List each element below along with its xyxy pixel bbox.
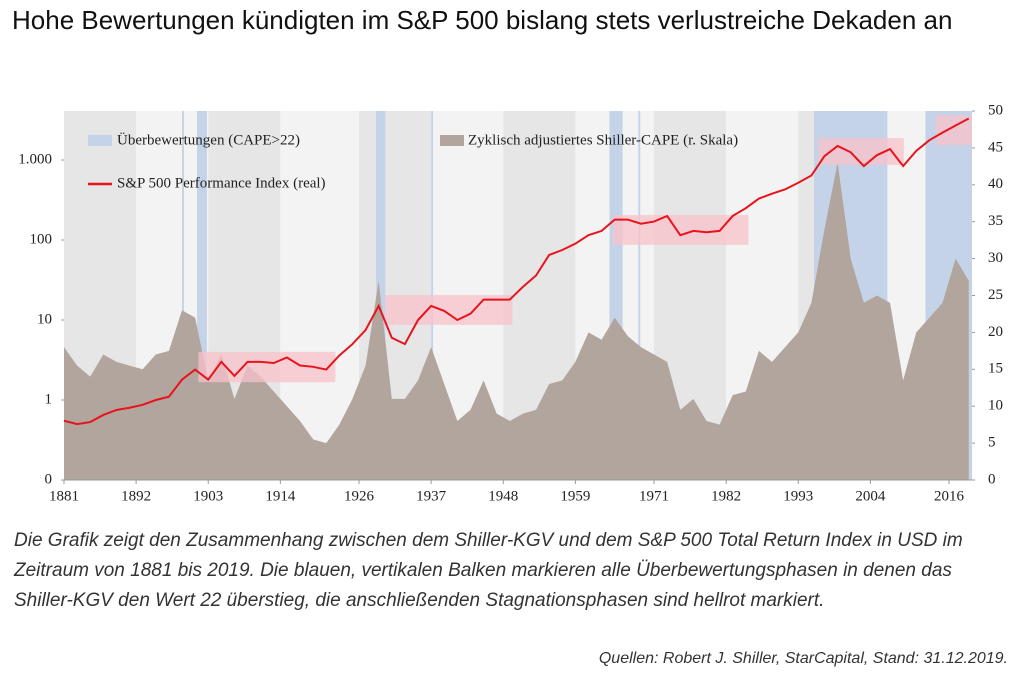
- x-tick-label: 1982: [711, 488, 741, 504]
- stagnation-box: [818, 138, 904, 165]
- y-tick-label: 10: [37, 311, 52, 327]
- y2-tick-label: 35: [988, 213, 1003, 229]
- y2-tick-label: 20: [988, 324, 1003, 340]
- overvaluation-band: [376, 111, 386, 480]
- y2-tick-label: 50: [988, 102, 1003, 118]
- y2-tick-label: 30: [988, 250, 1003, 266]
- y2-tick-label: 40: [988, 176, 1003, 192]
- x-tick-label: 1914: [265, 488, 296, 504]
- x-tick-label: 1959: [560, 488, 590, 504]
- y-tick-label: 100: [30, 231, 53, 247]
- legend: Überbewertungen (CAPE>22) Zyklisch adjus…: [88, 131, 738, 191]
- stagnation-box: [612, 215, 749, 245]
- x-tick-label: 1926: [344, 488, 375, 504]
- caption: Die Grafik zeigt den Zusammenhang zwisch…: [14, 530, 963, 611]
- y2-tick-label: 45: [988, 139, 1003, 155]
- overvaluation-band: [182, 111, 184, 480]
- x-tick-label: 2004: [855, 488, 886, 504]
- overvaluation-band: [197, 111, 207, 480]
- y-tick-label: 0: [45, 471, 53, 487]
- x-tick-label: 1948: [488, 488, 518, 504]
- source-note: Quellen: Robert J. Shiller, StarCapital,…: [598, 650, 1008, 667]
- legend-swatch: [440, 135, 464, 146]
- legend-label: S&P 500 Performance Index (real): [117, 175, 326, 191]
- legend-swatch: [88, 135, 112, 146]
- y2-tick-label: 25: [988, 287, 1003, 303]
- legend-label: Zyklisch adjustiertes Shiller-CAPE (r. S…: [468, 132, 738, 148]
- y2-tick-label: 5: [988, 435, 996, 451]
- cape-area: [64, 162, 969, 480]
- y2-tick-label: 0: [988, 471, 996, 487]
- x-tick-label: 1892: [121, 488, 151, 504]
- y2-tick-label: 10: [988, 398, 1003, 414]
- y-tick-label: 1.000: [18, 151, 52, 167]
- overvaluation-band: [638, 111, 641, 480]
- legend-label: Überbewertungen (CAPE>22): [117, 131, 300, 148]
- x-tick-label: 1971: [639, 488, 669, 504]
- x-tick-label: 2016: [934, 488, 965, 504]
- x-tick-label: 1937: [416, 488, 447, 504]
- y-tick-label: 1: [45, 391, 53, 407]
- x-tick-label: 1903: [193, 488, 223, 504]
- x-tick-label: 1993: [783, 488, 813, 504]
- chart: 0 1 10 100 1.000 0 5 10 15 20 25 30 35 40 45 50 1881 1892…: [18, 102, 1003, 504]
- index-line: [63, 117, 970, 426]
- y2-tick-label: 15: [988, 361, 1003, 377]
- chart-title: Hohe Bewertungen kündigten im S&P 500 bi…: [12, 5, 953, 35]
- x-tick-label: 1881: [49, 488, 79, 504]
- plot-area: 0 1 10 100 1.000 0 5 10 15 20 25 30 35 40 45 50 1881 1892…: [18, 102, 1003, 504]
